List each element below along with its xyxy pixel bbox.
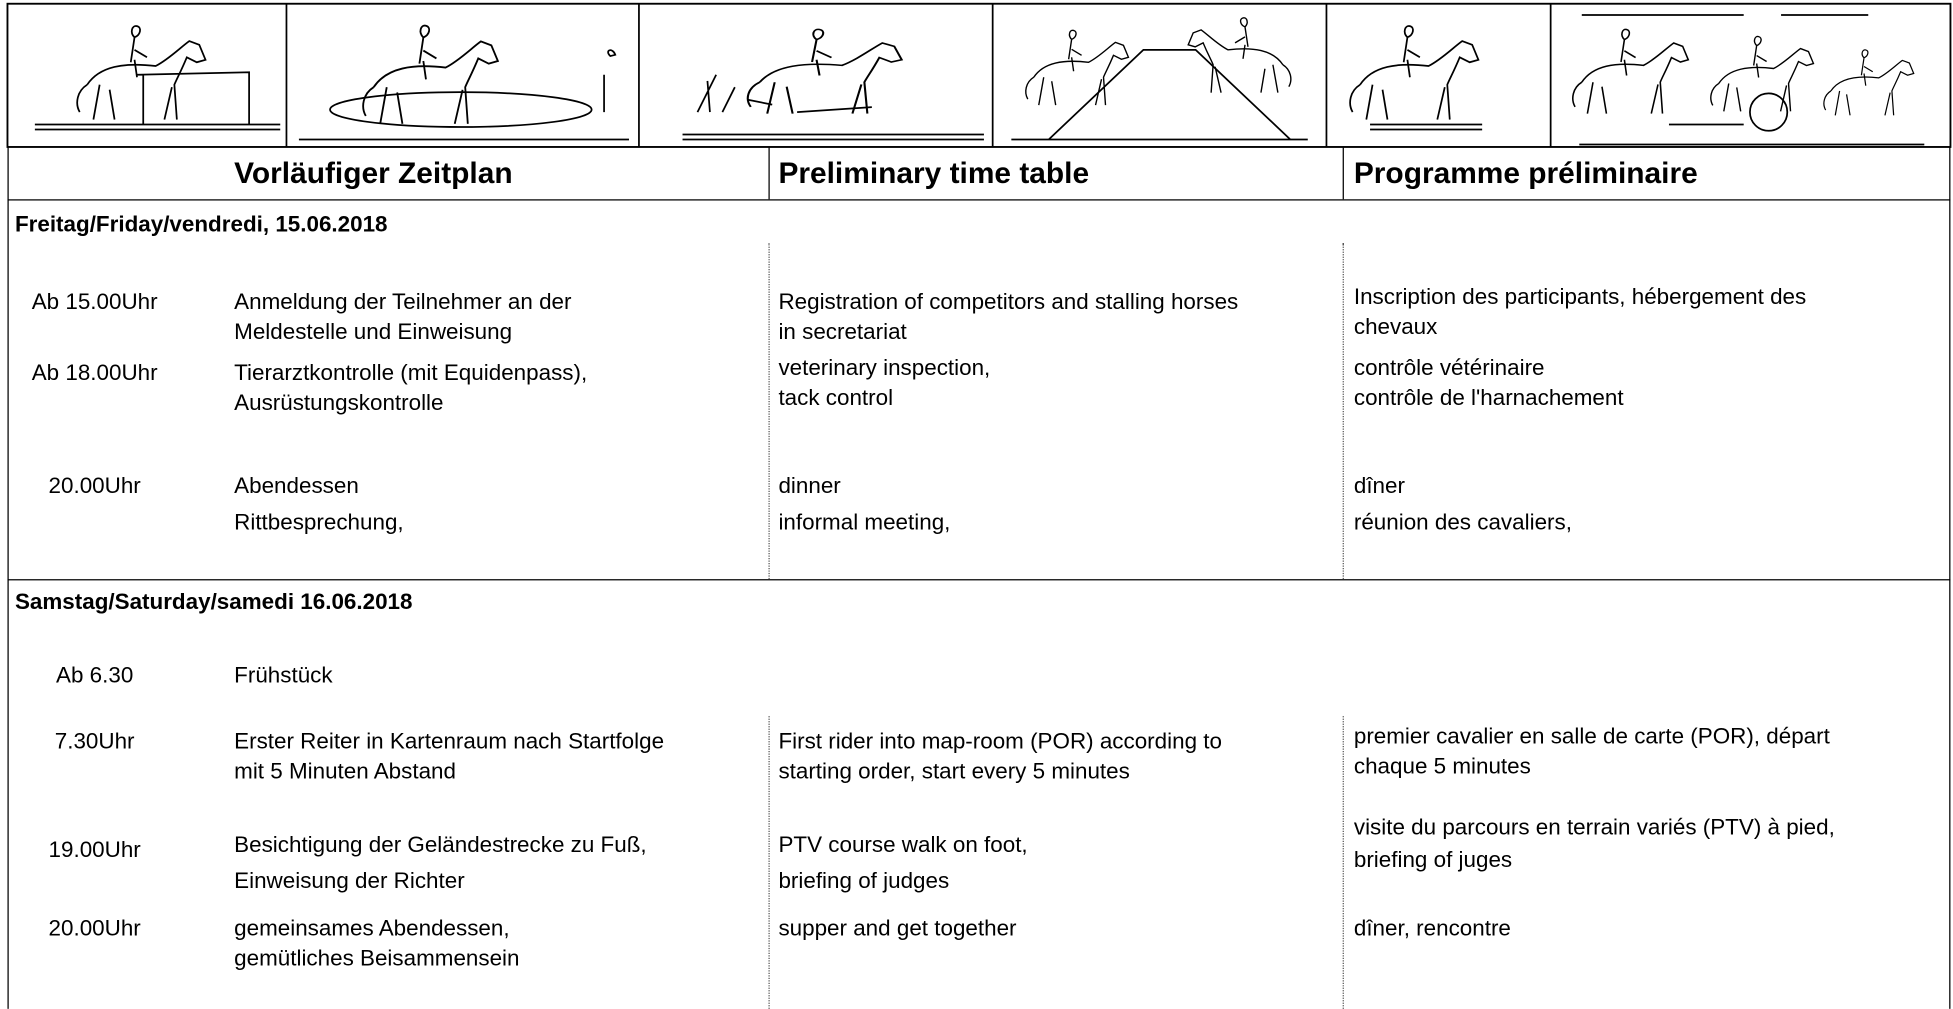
time: Ab 18.00Uhr [31, 359, 158, 385]
illustration [285, 3, 1552, 147]
time: 7.30Uhr [54, 728, 135, 754]
french-text: contrôle de l'harnachement [1353, 384, 1624, 410]
english-text: briefing of judges [778, 867, 950, 893]
german-text: Meldestelle und Einweisung [234, 318, 513, 344]
french-text: dîner [1353, 472, 1405, 498]
day-rule [7, 579, 1951, 581]
german-text: Tierarztkontrolle (mit Equidenpass), [234, 359, 588, 385]
column-header: Vorläufiger Zeitplan [234, 156, 513, 191]
french-text: premier cavalier en salle de carte (POR)… [1353, 723, 1830, 749]
english-text: informal meeting, [778, 508, 951, 534]
illustration [682, 28, 984, 141]
illustration [34, 25, 281, 131]
english-text: tack control [778, 384, 894, 410]
header-divider [768, 146, 770, 200]
german-text: mit 5 Minuten Abstand [234, 758, 456, 784]
column-header: Programme préliminaire [1353, 156, 1698, 191]
french-text: dîner, rencontre [1353, 915, 1511, 941]
french-text: chevaux [1353, 313, 1438, 339]
german-text: Besichtigung der Geländestrecke zu Fuß, [234, 831, 647, 857]
time: Ab 15.00Uhr [31, 288, 158, 314]
german-text: Frühstück [234, 662, 333, 688]
column-divider [768, 242, 770, 580]
german-text: Erster Reiter in Kartenraum nach Startfo… [234, 728, 665, 754]
column-divider [1342, 716, 1344, 1009]
illustration [1349, 25, 1483, 131]
header-rule [7, 199, 1951, 201]
french-text: briefing of juges [1353, 846, 1513, 872]
header-divider [1342, 146, 1344, 200]
german-text: Abendessen [234, 472, 359, 498]
french-text: Inscription des participants, hébergemen… [1353, 283, 1807, 309]
image-row-border [6, 2, 1952, 148]
time: 20.00Uhr [48, 915, 141, 941]
column-divider [1342, 242, 1344, 580]
column-header: Preliminary time table [778, 156, 1090, 191]
illustration [1011, 17, 1308, 141]
english-text: First rider into map-room (POR) accordin… [778, 728, 1222, 754]
day-title: Freitag/Friday/vendredi, 15.06.2018 [14, 211, 388, 237]
illustration [298, 24, 629, 141]
english-text: in secretariat [778, 318, 907, 344]
french-text: réunion des cavaliers, [1353, 508, 1572, 534]
english-text: PTV course walk on foot, [778, 831, 1028, 857]
english-text: starting order, start every 5 minutes [778, 758, 1130, 784]
english-text: veterinary inspection, [778, 354, 991, 380]
english-text: dinner [778, 472, 841, 498]
time: 20.00Uhr [48, 473, 141, 499]
illustrations [6, 2, 1952, 148]
day-title: Samstag/Saturday/samedi 16.06.2018 [14, 589, 413, 615]
column-divider [768, 716, 770, 1009]
german-text: Rittbesprechung, [234, 508, 404, 534]
right-border [1949, 146, 1951, 1009]
german-text: gemütliches Beisammensein [234, 945, 520, 971]
german-text: Ausrüstungskontrolle [234, 389, 444, 415]
left-border [7, 146, 9, 1009]
english-text: Registration of competitors and stalling… [778, 288, 1239, 314]
german-text: gemeinsames Abendessen, [234, 915, 510, 941]
french-text: visite du parcours en terrain variés (PT… [1353, 814, 1835, 840]
german-text: Anmeldung der Teilnehmer an der [234, 288, 572, 314]
time: 19.00Uhr [48, 836, 141, 862]
illustration [1572, 14, 1925, 146]
french-text: chaque 5 minutes [1353, 753, 1531, 779]
english-text: supper and get together [778, 915, 1017, 941]
time: Ab 6.30 [56, 662, 134, 688]
german-text: Einweisung der Richter [234, 867, 465, 893]
french-text: contrôle vétérinaire [1353, 354, 1545, 380]
